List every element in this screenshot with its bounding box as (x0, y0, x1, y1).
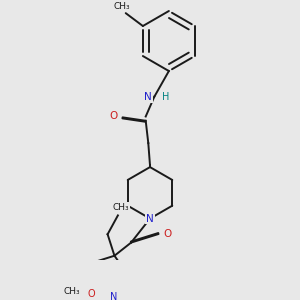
Text: O: O (87, 289, 95, 299)
Text: CH₃: CH₃ (63, 286, 80, 296)
Text: N: N (110, 292, 118, 300)
Text: N: N (144, 92, 152, 102)
Text: N: N (146, 214, 154, 224)
Text: O: O (110, 111, 118, 121)
Text: O: O (163, 229, 171, 239)
Text: CH₃: CH₃ (112, 203, 129, 212)
Text: H: H (162, 92, 169, 102)
Text: CH₃: CH₃ (114, 2, 130, 11)
